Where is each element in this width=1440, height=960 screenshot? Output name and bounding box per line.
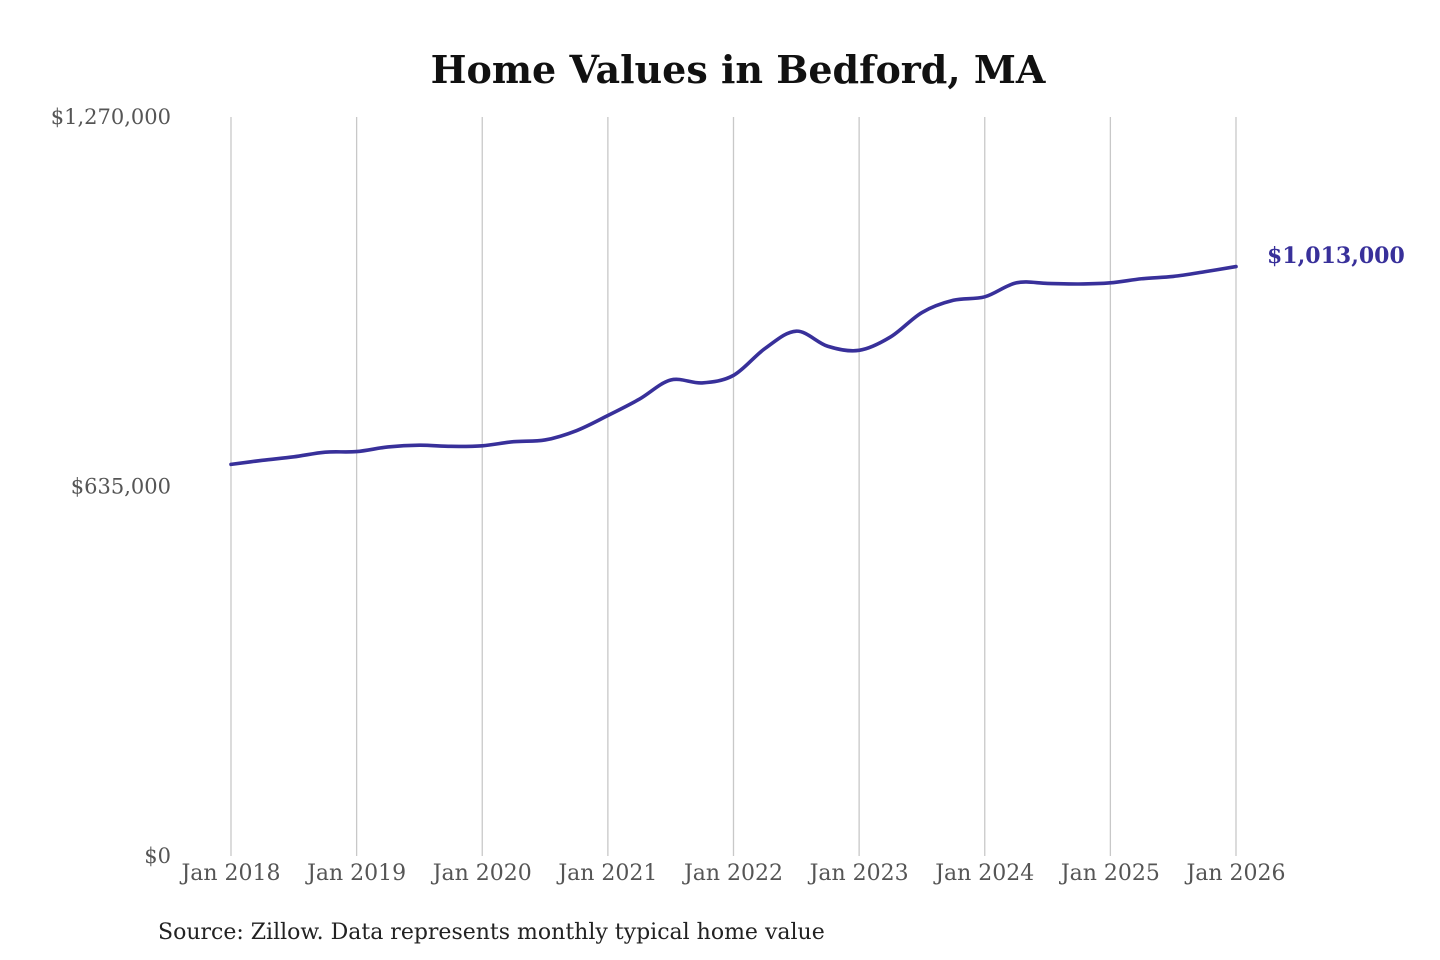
x-tick-label: Jan 2025 (1059, 861, 1160, 886)
series-line (229, 264, 1238, 467)
x-tick-label: Jan 2018 (179, 861, 280, 886)
x-tick-label: Jan 2022 (682, 861, 783, 886)
x-tick-label: Jan 2026 (1184, 861, 1285, 886)
x-tick-label: Jan 2020 (431, 861, 532, 886)
x-tick-label: Jan 2024 (933, 861, 1034, 886)
x-tick-label: Jan 2023 (808, 861, 909, 886)
x-axis-tick-labels: Jan 2018 Jan 2019 Jan 2020 Jan 2021 Jan 2022… (179, 861, 1285, 886)
source-note: Source: Zillow. Data represents monthly … (158, 920, 825, 945)
series-layer (229, 264, 1238, 467)
x-tick-label: Jan 2019 (305, 861, 406, 886)
y-axis-tick-labels: $0 $635,000 $1,270,000 (51, 105, 171, 868)
x-tick-label: Jan 2021 (556, 861, 657, 886)
end-value-label: $1,013,000 (1267, 243, 1405, 269)
chart-title: Home Values in Bedford, MA (431, 47, 1046, 92)
y-tick-label: $0 (144, 844, 171, 868)
y-tick-label: $635,000 (71, 475, 171, 499)
y-tick-label: $1,270,000 (51, 105, 171, 129)
vertical-gridlines (230, 117, 1237, 856)
